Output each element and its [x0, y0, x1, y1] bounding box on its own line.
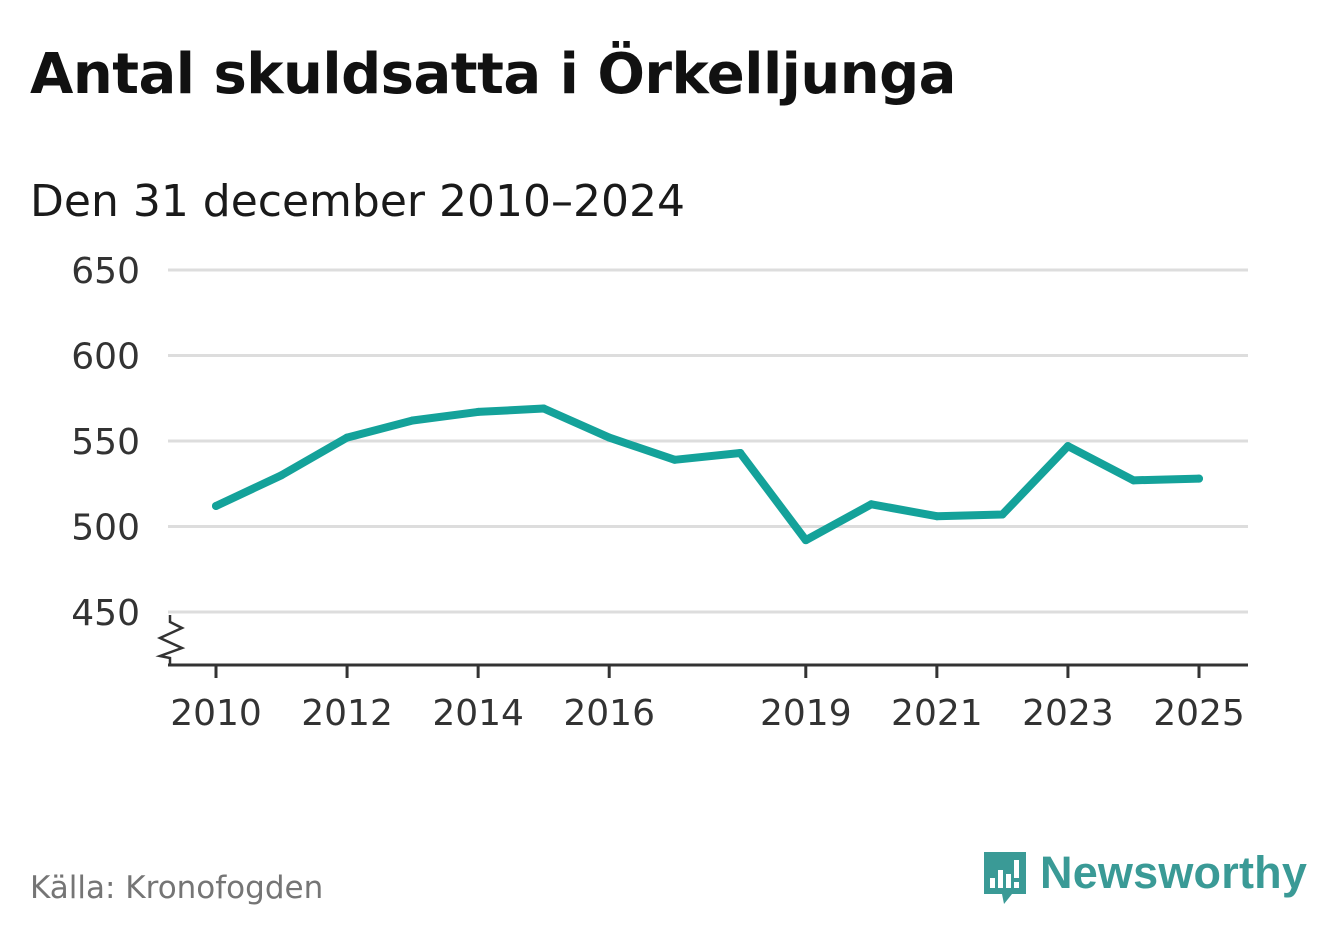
brand-name: Newsworthy	[1040, 847, 1308, 898]
data-point-2025	[1195, 474, 1203, 483]
x-tick-label-2025: 2025	[1153, 693, 1245, 734]
series-line-0	[212, 404, 1203, 545]
data-point-2017	[670, 455, 679, 464]
x-tick-label-2010: 2010	[170, 693, 262, 734]
data-point-2012	[343, 433, 352, 442]
source-note: Källa: Kronofogden	[30, 870, 324, 906]
data-point-2024	[1129, 476, 1138, 485]
x-tick-label-2023: 2023	[1022, 693, 1114, 734]
data-point-2016	[605, 433, 614, 442]
x-tick-label-2021: 2021	[891, 693, 983, 734]
data-point-2018	[736, 448, 745, 457]
newsworthy-logo-icon	[984, 852, 1026, 904]
data-point-2019	[801, 536, 810, 545]
data-point-2011	[277, 471, 286, 480]
y-tick-label-600: 600	[71, 337, 140, 378]
x-tick-label-2019: 2019	[760, 693, 852, 734]
data-point-2021	[932, 512, 941, 521]
gridlines	[168, 268, 1248, 614]
y-axis-break	[155, 615, 186, 665]
y-tick-label-450: 450	[71, 593, 140, 634]
data-point-2020	[867, 500, 876, 509]
x-tick-label-2016: 2016	[563, 693, 655, 734]
y-axis-ticks: 450 500 550 600 650	[71, 251, 186, 665]
data-point-2023	[1063, 442, 1072, 451]
data-point-2013	[408, 416, 417, 425]
x-tick-label-2014: 2014	[432, 693, 524, 734]
data-point-2010	[212, 501, 220, 510]
x-tick-label-2012: 2012	[301, 693, 393, 734]
data-point-2015	[539, 404, 548, 413]
data-point-2022	[998, 510, 1007, 519]
y-tick-label-500: 500	[71, 508, 140, 549]
x-axis: 2010 2012 2014 2016 2019 2021 2023 2025	[168, 663, 1248, 734]
data-point-2014	[474, 407, 483, 416]
newsworthy-logo[interactable]: Newsworthy	[980, 848, 1307, 910]
y-tick-label-550: 550	[71, 422, 140, 463]
y-tick-label-650: 650	[71, 251, 140, 292]
series-layer	[212, 404, 1203, 545]
chart-subtitle: Den 31 december 2010–2024	[30, 176, 685, 227]
chart-title: Antal skuldsatta i Örkelljunga	[30, 42, 956, 107]
